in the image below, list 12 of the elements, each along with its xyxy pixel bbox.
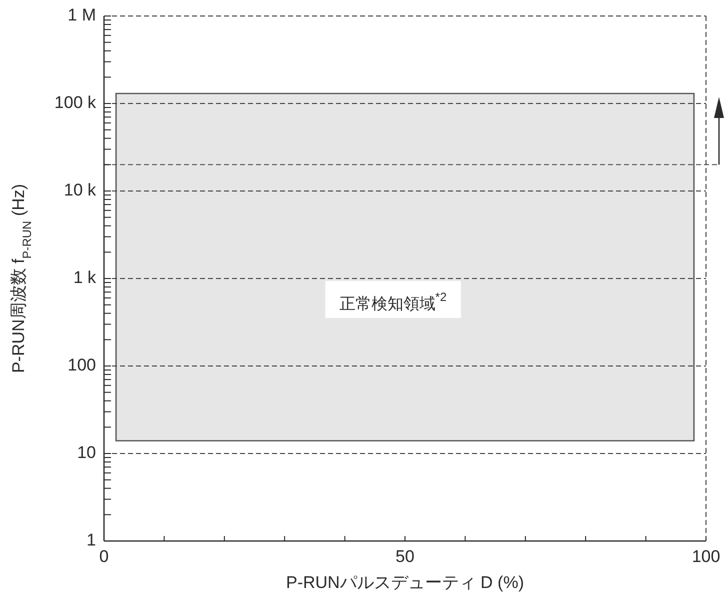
x-tick-label: 50 <box>396 547 414 566</box>
x-axis-title: P-RUNパルスデューティ D (%) <box>286 573 524 592</box>
y-tick-label: 100 k <box>54 92 96 112</box>
y-tick-label: 100 <box>68 355 96 374</box>
y-tick-label: 1 k <box>73 268 96 287</box>
y-tick-label: 10 k <box>64 180 96 200</box>
y-tick-label: 1 <box>86 530 96 550</box>
x-tick-label: 100 <box>692 547 720 566</box>
annotation: 正常検知領域$^{*2}$ <box>339 290 447 313</box>
x-tick-label: 0 <box>99 547 109 566</box>
y-tick-label: 10 <box>77 442 96 462</box>
y-tick-label: 1 M <box>68 5 96 24</box>
